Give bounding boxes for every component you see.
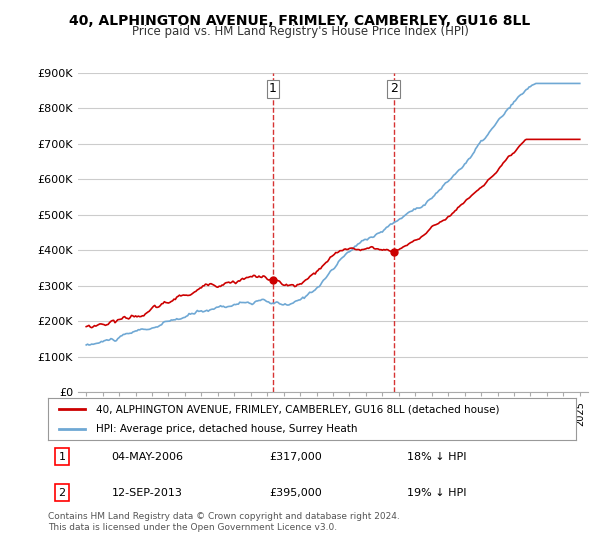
Text: Price paid vs. HM Land Registry's House Price Index (HPI): Price paid vs. HM Land Registry's House …	[131, 25, 469, 38]
Text: 1: 1	[269, 82, 277, 95]
Text: 1: 1	[59, 451, 65, 461]
Text: HPI: Average price, detached house, Surrey Heath: HPI: Average price, detached house, Surr…	[95, 424, 357, 434]
Text: 40, ALPHINGTON AVENUE, FRIMLEY, CAMBERLEY, GU16 8LL (detached house): 40, ALPHINGTON AVENUE, FRIMLEY, CAMBERLE…	[95, 404, 499, 414]
Text: 2: 2	[59, 488, 65, 498]
Text: Contains HM Land Registry data © Crown copyright and database right 2024.
This d: Contains HM Land Registry data © Crown c…	[48, 512, 400, 532]
Text: 40, ALPHINGTON AVENUE, FRIMLEY, CAMBERLEY, GU16 8LL: 40, ALPHINGTON AVENUE, FRIMLEY, CAMBERLE…	[70, 14, 530, 28]
Text: 12-SEP-2013: 12-SEP-2013	[112, 488, 182, 498]
Text: 2: 2	[390, 82, 398, 95]
Text: 18% ↓ HPI: 18% ↓ HPI	[407, 451, 467, 461]
Text: 04-MAY-2006: 04-MAY-2006	[112, 451, 184, 461]
Text: £395,000: £395,000	[270, 488, 323, 498]
Text: £317,000: £317,000	[270, 451, 323, 461]
Text: 19% ↓ HPI: 19% ↓ HPI	[407, 488, 467, 498]
